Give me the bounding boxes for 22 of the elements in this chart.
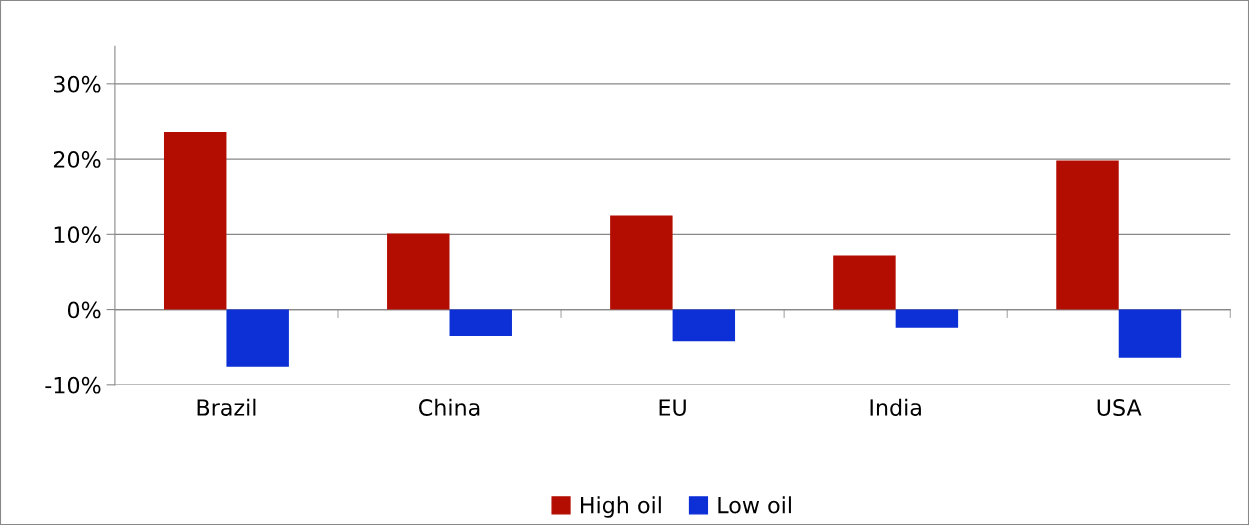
- bar: [895, 309, 959, 328]
- x-tick-label: India: [870, 398, 921, 416]
- x-tick-label: Brazil: [197, 398, 256, 416]
- x-tick-label: USA: [1097, 399, 1142, 416]
- y-tick-label: 10%: [54, 226, 101, 244]
- legend-label: High oil: [581, 496, 661, 518]
- bar: [387, 233, 450, 310]
- y-tick-label: 30%: [54, 75, 101, 93]
- bar: [672, 309, 736, 342]
- bar: [163, 131, 227, 310]
- bar: [610, 215, 673, 310]
- x-tick-label: China: [419, 398, 480, 416]
- bar: [449, 309, 512, 336]
- bar: [1056, 160, 1119, 310]
- bar: [833, 255, 896, 310]
- y-tick-label: -10%: [45, 376, 101, 394]
- legend-label: Low oil: [718, 496, 791, 514]
- y-tick-label: 0%: [67, 301, 101, 319]
- bar: [1118, 309, 1182, 358]
- x-tick-label: EU: [659, 399, 686, 416]
- bar: [226, 309, 289, 367]
- y-tick-label: 20%: [53, 151, 101, 168]
